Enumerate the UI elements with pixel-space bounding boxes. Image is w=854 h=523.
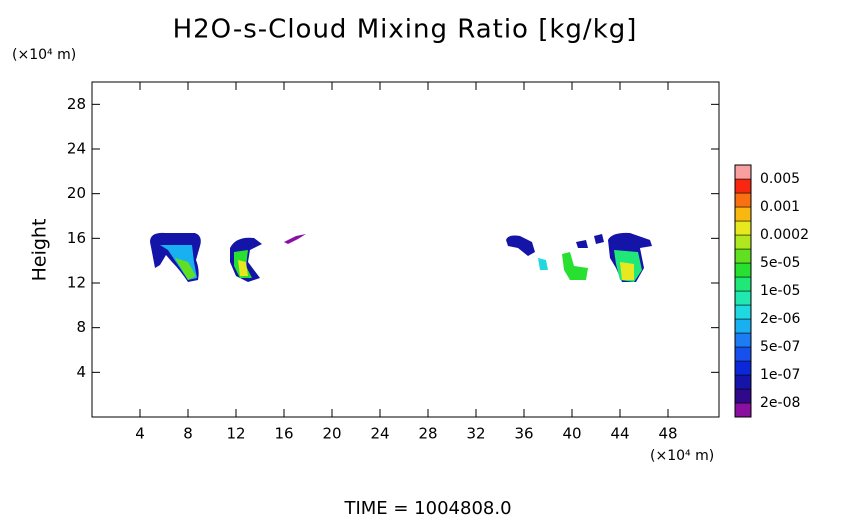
colorbar-swatch	[734, 220, 752, 236]
colorbar-swatch	[734, 318, 752, 334]
chart-title: H2O-s-Cloud Mixing Ratio [kg/kg]	[173, 15, 638, 45]
plot-frame	[91, 81, 720, 418]
x-tick-label: 16	[274, 425, 293, 443]
colorbar-label: 2e-06	[760, 311, 800, 327]
colorbar-frame	[734, 164, 752, 418]
x-tick-label: 4	[135, 425, 145, 443]
colorbar-swatch	[734, 402, 752, 418]
x-tick-label: 48	[658, 425, 677, 443]
x-unit: (×10⁴ m)	[650, 448, 714, 464]
y-tick-label: 12	[67, 274, 86, 292]
x-tick-label: 8	[183, 425, 193, 443]
y-tick-label: 4	[76, 363, 86, 381]
colorbar-label: 1e-07	[760, 367, 800, 383]
colorbar-swatch	[734, 290, 752, 306]
colorbar-swatch	[734, 262, 752, 278]
colorbar-swatch	[734, 276, 752, 292]
colorbar-swatch	[734, 164, 752, 180]
y-unit: (×10⁴ m)	[12, 47, 76, 63]
x-tick-label: 28	[418, 425, 437, 443]
colorbar-swatch	[734, 388, 752, 404]
y-tick-label: 24	[67, 140, 86, 158]
y-axis-title: Height	[29, 219, 51, 282]
colorbar-label: 5e-07	[760, 339, 800, 355]
colorbar-label: 1e-05	[760, 283, 800, 299]
x-tick-label: 24	[370, 425, 389, 443]
cloud-field	[150, 232, 652, 282]
colorbar-swatch	[734, 178, 752, 194]
colorbar-swatch	[734, 304, 752, 320]
x-tick-label: 12	[226, 425, 245, 443]
colorbar-swatch	[734, 234, 752, 250]
colorbar-swatch	[734, 248, 752, 264]
colorbar-label: 0.005	[760, 171, 800, 187]
y-tick-label: 8	[76, 318, 86, 336]
colorbar-label: 5e-05	[760, 255, 800, 271]
x-tick-label: 32	[466, 425, 485, 443]
y-tick-label: 20	[67, 184, 86, 202]
footer-time: TIME = 1004808.0	[343, 498, 511, 519]
colorbar-label: 2e-08	[760, 395, 800, 411]
colorbar-swatch	[734, 346, 752, 362]
x-tick-label: 36	[514, 425, 533, 443]
colorbar-swatch	[734, 374, 752, 390]
x-tick-label: 40	[562, 425, 581, 443]
colorbar-label: 0.001	[760, 199, 800, 215]
y-tick-label: 28	[67, 95, 86, 113]
x-tick-label: 20	[322, 425, 341, 443]
y-tick-label: 16	[67, 229, 86, 247]
colorbar-swatch	[734, 206, 752, 222]
colorbar-swatch	[734, 192, 752, 208]
x-tick-label: 44	[610, 425, 629, 443]
colorbar-swatch	[734, 332, 752, 348]
colorbar-swatch	[734, 360, 752, 376]
colorbar-label: 0.0002	[760, 227, 809, 243]
